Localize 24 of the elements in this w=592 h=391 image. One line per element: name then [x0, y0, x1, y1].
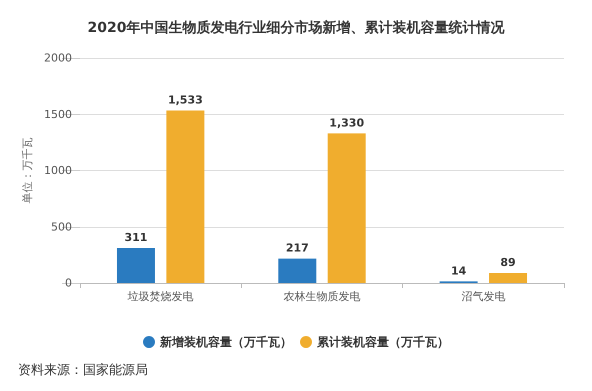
- data-label: 89: [500, 256, 516, 269]
- chart-title: 2020年中国生物质发电行业细分市场新增、累计装机容量统计情况: [88, 19, 506, 36]
- y-tick-label: 0: [65, 276, 72, 290]
- y-axis-title: 单位：万千瓦: [21, 138, 34, 204]
- data-label: 1,533: [168, 94, 203, 107]
- bar: [278, 258, 316, 283]
- x-tick-label: 沼气发电: [461, 290, 506, 303]
- legend-label: 新增装机容量（万千瓦）: [159, 335, 292, 349]
- y-tick-label: 1500: [44, 108, 72, 121]
- y-tick-label: 500: [51, 220, 72, 234]
- x-tick-label: 农林生物质发电: [284, 290, 360, 303]
- data-label: 311: [124, 231, 148, 244]
- legend-label: 累计装机容量（万千瓦）: [316, 335, 449, 349]
- data-label: 1,330: [329, 116, 364, 130]
- data-label: 14: [450, 264, 467, 278]
- x-tick-label: 垃圾焚烧发电: [126, 290, 194, 303]
- text: 资料来源：国家能源局: [18, 362, 148, 378]
- data-label: 217: [286, 242, 309, 255]
- bar: [166, 110, 204, 283]
- bar: [328, 133, 366, 283]
- y-tick-label: 2000: [44, 52, 72, 64]
- y-tick-label: 1000: [44, 164, 72, 177]
- bar: [116, 248, 155, 283]
- bar: [489, 272, 528, 283]
